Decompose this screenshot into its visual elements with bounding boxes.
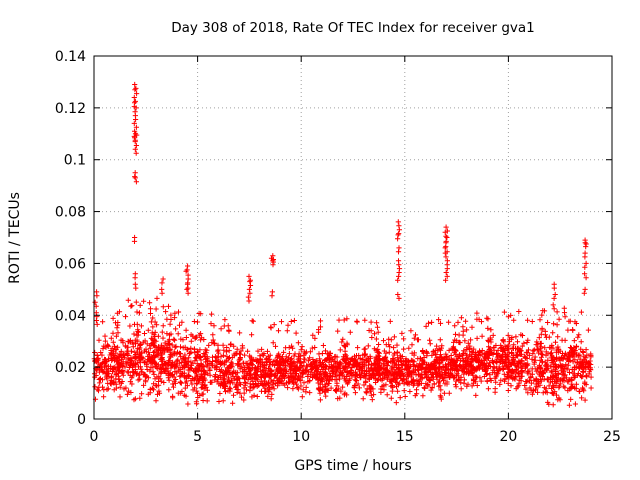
x-tick-label: 5 [193,429,202,445]
y-tick-label: 0.12 [55,101,86,117]
scatter-points [91,81,594,408]
y-tick-label: 0.06 [55,256,86,272]
plot-frame [93,55,613,420]
data-points [91,81,594,408]
y-tick-label: 0 [77,412,86,428]
y-tick-label: 0.1 [64,153,86,169]
x-tick-label: 0 [90,429,99,445]
x-tick-label: 25 [603,429,621,445]
axis-ticks: 0 5 10 15 20 25 0 0.02 0.04 0.06 0.08 0.1 0.12 0.14 [55,49,621,445]
x-axis-label: GPS time / hours [294,458,411,474]
y-tick-label: 0.14 [55,49,86,65]
y-axis-label: ROTI / TECUs [7,192,23,284]
y-tick-label: 0.04 [55,308,86,324]
x-tick-label: 10 [292,429,310,445]
x-tick-label: 15 [396,429,414,445]
x-tick-label: 20 [499,429,517,445]
grid [94,56,612,419]
chart-title: Day 308 of 2018, Rate Of TEC Index for r… [171,20,535,36]
y-tick-label: 0.02 [55,360,86,376]
y-tick-label: 0.08 [55,205,86,221]
